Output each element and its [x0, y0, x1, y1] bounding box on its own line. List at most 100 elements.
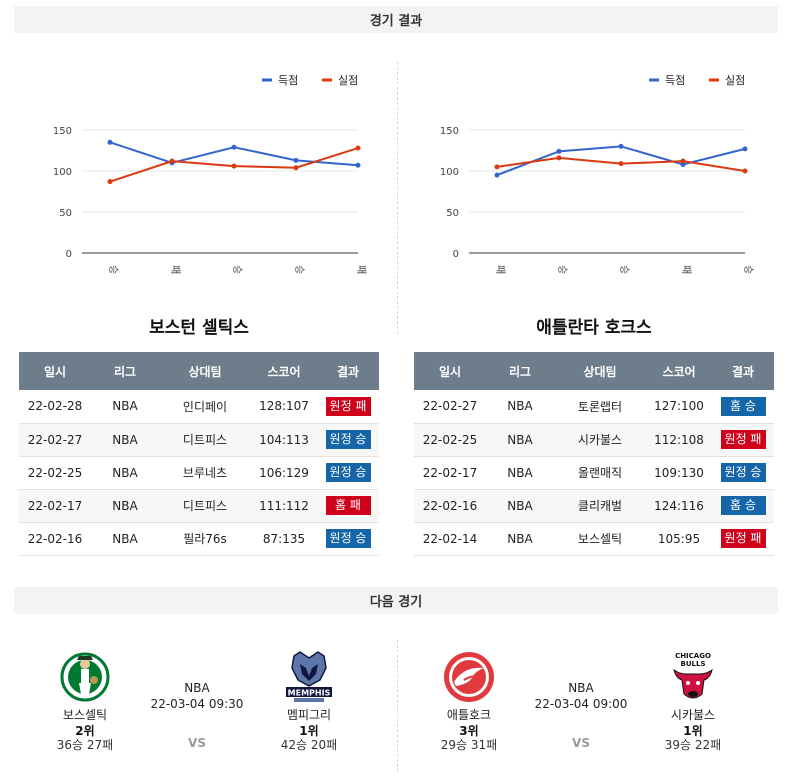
result-badge: 홈 패 [325, 496, 371, 515]
y-tick-label: 100 [53, 167, 72, 178]
table-row: 22-02-27 NBA 디트피스 104:113 원정 승 [19, 423, 379, 457]
header-opponent: 상대팀 [159, 352, 251, 390]
x-tick-label: 패 [169, 265, 181, 274]
cell-score: 87:135 [251, 522, 317, 556]
header-league: 리그 [486, 352, 554, 390]
cell-result: 원정 승 [317, 522, 379, 556]
legend-conceded-label: 실점 [725, 74, 745, 87]
cell-date: 22-02-27 [414, 390, 486, 424]
table-row: 22-02-27 NBA 토론랩터 127:100 홈 승 [414, 390, 774, 424]
svg-text:MEMPHIS: MEMPHIS [288, 689, 331, 698]
next-match-atlanta[interactable]: 애틀호크 3위 29승 31패 NBA 22-03-04 09:00 VS CH… [404, 650, 764, 770]
data-point [231, 144, 237, 150]
data-point [494, 164, 500, 170]
cell-date: 22-02-14 [414, 522, 486, 556]
cell-result: 원정 패 [317, 390, 379, 424]
table-row: 22-02-17 NBA 디트피스 111:112 홈 패 [19, 489, 379, 523]
data-point [107, 139, 113, 145]
data-point [742, 146, 748, 152]
cell-date: 22-02-25 [414, 423, 486, 457]
atlanta-team-title: 애틀란타 호크스 [536, 318, 652, 338]
cell-result: 홈 승 [712, 489, 774, 523]
y-tick-label: 100 [440, 167, 459, 178]
cell-result: 홈 승 [712, 390, 774, 424]
table-row: 22-02-25 NBA 브루네츠 106:129 원정 승 [19, 456, 379, 490]
match-info: NBA 22-03-04 09:00 VS [526, 680, 636, 750]
cell-opponent: 올랜매직 [554, 456, 646, 490]
data-point [556, 155, 562, 161]
y-tick-label: 50 [59, 208, 72, 219]
data-point [231, 163, 237, 169]
x-tick-label: 승 [293, 265, 305, 274]
data-point [355, 162, 361, 168]
data-point [680, 158, 686, 164]
away-team-name: 시카불스 [670, 708, 716, 722]
x-tick-label: 승 [556, 265, 568, 274]
cell-date: 22-02-16 [19, 522, 91, 556]
header-league: 리그 [91, 352, 159, 390]
cell-opponent: 디트피스 [159, 489, 251, 523]
cell-opponent: 브루네츠 [159, 456, 251, 490]
cell-league: NBA [91, 522, 159, 556]
atlanta-score-chart: 0 50 100 150 패 승 승 패 승 득점 실점 [407, 60, 777, 280]
cell-date: 22-02-25 [19, 456, 91, 490]
table-row: 22-02-17 NBA 올랜매직 109:130 원정 승 [414, 456, 774, 490]
y-tick-label: 150 [440, 126, 459, 137]
match-league: NBA [568, 681, 594, 695]
cell-opponent: 인디페이 [159, 390, 251, 424]
cell-score: 112:108 [646, 423, 712, 457]
header-score: 스코어 [251, 352, 317, 390]
away-team[interactable]: MEMPHIS 멤피그리 1위 42승 20패 [259, 650, 359, 752]
bulls-logo-icon: CHICAGO BULLS [666, 650, 720, 704]
result-badge: 원정 패 [720, 529, 766, 548]
cell-date: 22-02-16 [414, 489, 486, 523]
table-header-row: 일시 리그 상대팀 스코어 결과 [414, 352, 774, 390]
legend-scored-label: 득점 [278, 74, 298, 87]
data-point [618, 161, 624, 167]
result-badge: 원정 패 [720, 430, 766, 449]
cell-result: 원정 패 [712, 423, 774, 457]
cell-score: 111:112 [251, 489, 317, 523]
away-team[interactable]: CHICAGO BULLS 시카불스 1위 39승 22패 [643, 650, 743, 752]
y-tick-label: 50 [446, 208, 459, 219]
x-tick-label: 패 [494, 265, 506, 274]
y-tick-label: 150 [53, 126, 72, 137]
cell-league: NBA [91, 423, 159, 457]
cell-opponent: 클리캐벌 [554, 489, 646, 523]
svg-text:CHICAGO: CHICAGO [675, 652, 711, 660]
vs-label: VS [572, 736, 590, 750]
cell-score: 124:116 [646, 489, 712, 523]
cell-date: 22-02-27 [19, 423, 91, 457]
result-badge: 원정 패 [325, 396, 371, 416]
table-row: 22-02-16 NBA 클리캐벌 124:116 홈 승 [414, 489, 774, 523]
match-divider [397, 640, 398, 772]
away-team-record: 39승 22패 [664, 738, 722, 752]
match-datetime: 22-03-04 09:00 [534, 697, 628, 711]
boston-score-chart: 0 50 100 150 승 패 승 승 패 득점 실점 [20, 60, 390, 280]
away-team-rank: 1위 [299, 724, 319, 738]
cell-opponent: 시카불스 [554, 423, 646, 457]
cell-league: NBA [486, 489, 554, 523]
grizzlies-logo-icon: MEMPHIS [282, 650, 336, 704]
cell-score: 128:107 [251, 390, 317, 424]
result-badge: 홈 승 [720, 496, 766, 515]
data-point [494, 172, 500, 178]
data-point [355, 145, 361, 151]
data-point [556, 148, 562, 154]
data-point [169, 158, 175, 164]
cell-opponent: 디트피스 [159, 423, 251, 457]
cell-result: 홈 패 [317, 489, 379, 523]
cell-league: NBA [91, 489, 159, 523]
home-team[interactable]: 애틀호크 3위 29승 31패 [419, 650, 519, 752]
home-team-record: 29승 31패 [440, 738, 498, 752]
next-match-boston[interactable]: 보스셀틱 2위 36승 27패 NBA 22-03-04 09:30 VS ME… [20, 650, 380, 770]
cell-result: 원정 승 [317, 456, 379, 490]
vs-label: VS [188, 736, 206, 750]
home-team[interactable]: 보스셀틱 2위 36승 27패 [35, 650, 135, 752]
x-tick-label: 승 [107, 265, 119, 274]
result-badge: 홈 승 [720, 396, 766, 416]
cell-league: NBA [486, 522, 554, 556]
boston-team-title: 보스턴 셀틱스 [149, 318, 249, 338]
cell-date: 22-02-28 [19, 390, 91, 424]
cell-score: 109:130 [646, 456, 712, 490]
